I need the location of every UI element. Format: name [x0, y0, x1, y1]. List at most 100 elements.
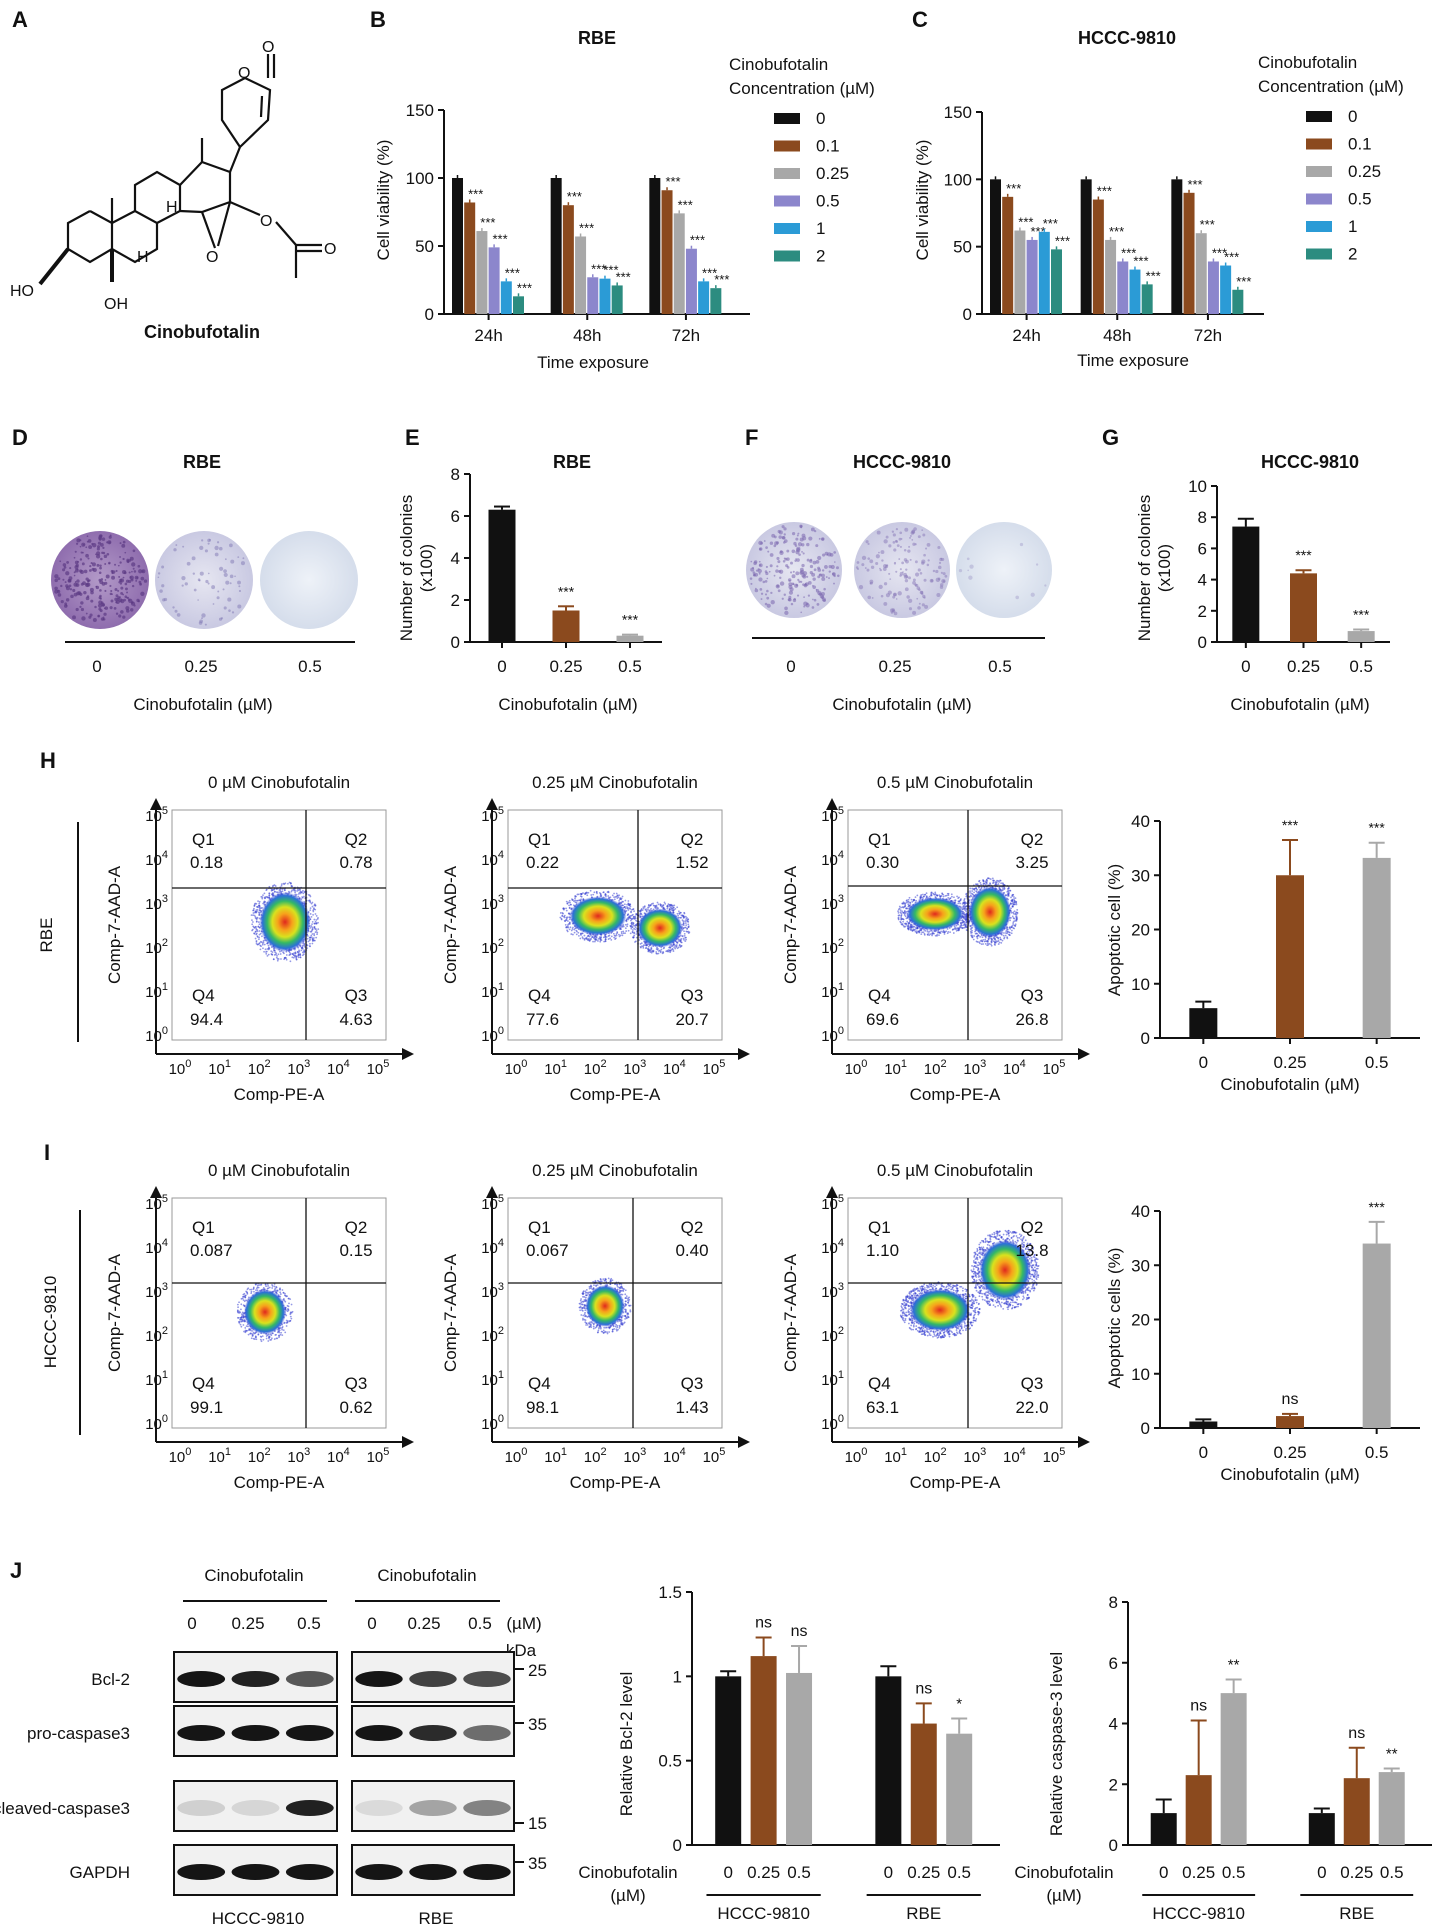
acetate-bond-2: [275, 221, 297, 246]
dotsD-colony: [92, 567, 97, 573]
dotsD-colony: [184, 582, 188, 586]
chartC-x-tick-label-2: 72h: [1194, 326, 1222, 345]
flow-h-event-2: [923, 932, 926, 935]
flow-h-event-1: [621, 934, 624, 937]
flow-h-event-0: [310, 934, 313, 937]
chartB-legend-swatch-4: [774, 223, 800, 234]
dotsD-colony: [141, 570, 144, 573]
flow-h-event-0: [282, 882, 285, 885]
dotsD-colony: [80, 601, 84, 605]
flow-h-event-2: [979, 882, 982, 884]
dotsD-colony: [157, 572, 161, 575]
dotsD-colony: [85, 612, 88, 615]
dotsF-colony: [764, 570, 768, 573]
flow-h-event-1: [686, 927, 688, 930]
dotsD-colony: [100, 557, 103, 561]
dotsF-colony: [765, 546, 768, 549]
dotsF-colony: [788, 598, 792, 602]
flow-h-event-0: [280, 883, 283, 886]
chartB-x-tick-label-2: 72h: [672, 326, 700, 345]
dotsF-colony: [875, 561, 879, 565]
dotsF-colony: [773, 544, 777, 548]
flow-h-event-1: [567, 924, 569, 926]
flow-h-event-1: [607, 890, 610, 893]
flow-h-event-1: [644, 909, 647, 911]
flow-h-event-1: [631, 929, 634, 931]
flow-h-x-tick-exp-0-4: 4: [344, 1058, 350, 1070]
flow-h-event-1: [659, 951, 662, 954]
flow-h-event-1: [566, 902, 569, 905]
flow-h-event-1: [577, 931, 580, 934]
dotsF-colony: [889, 578, 892, 580]
chartC-bar-48h-1: [1129, 269, 1141, 314]
flow-h-event-0: [309, 895, 312, 898]
flow-h-event-2: [976, 932, 979, 935]
dotsF-colony: [824, 565, 828, 569]
dotsD-colony: [86, 595, 90, 598]
dotsF-colony: [923, 578, 927, 582]
chartB-legend-label-3: 0.5: [816, 192, 840, 211]
flow-h-event-1: [613, 898, 616, 901]
dotsD-colony: [96, 547, 100, 551]
dotsD-colony: [68, 584, 72, 588]
dotsD-colony: [91, 562, 96, 567]
flow-h-event-1: [666, 904, 669, 907]
flow-h-event-0: [266, 896, 269, 899]
flow-h-event-1: [682, 937, 685, 940]
flow-h-event-1: [570, 933, 573, 935]
dotsD-colony: [102, 603, 105, 607]
dotsD-colony: [99, 564, 102, 568]
dotsF-colony: [815, 559, 820, 564]
flow-h-event-2: [947, 897, 950, 899]
dotsD-colony: [137, 564, 141, 568]
chartC-sig-48h-0.25: ***: [1109, 224, 1124, 239]
flow-h-event-1: [650, 946, 653, 949]
chartC-sig-24h-2: ***: [1055, 233, 1070, 248]
flow-h-y-tick-1-4: 104: [481, 849, 504, 869]
flow-h-event-0: [311, 926, 314, 929]
flow-h-event-1: [587, 891, 590, 894]
flow-h-event-0: [311, 905, 314, 908]
flow-h-event-1: [611, 894, 614, 897]
flow-h-event-1: [644, 947, 647, 949]
ring-a-bonds: [66, 210, 114, 264]
flow-h-event-1: [614, 896, 617, 898]
flow-h-event-2: [1000, 882, 1003, 885]
chartE-bar-0: [488, 509, 516, 642]
flow-h-event-2: [928, 930, 931, 933]
dotsF-colony: [809, 559, 813, 563]
dotsD-colony: [161, 565, 165, 569]
dotsF-colony: [944, 574, 948, 578]
dotsF-colony: [750, 582, 753, 585]
dotsD-colony: [191, 556, 196, 561]
dotsF-colony: [969, 564, 974, 569]
chartC-sig-72h-2: ***: [1236, 274, 1251, 289]
flow-h-event-0: [292, 953, 295, 956]
dotsD-colony: [133, 604, 136, 607]
flow-h-event-2: [1001, 889, 1004, 892]
chartB-sig-48h-0.1: ***: [567, 189, 582, 204]
dotsF-colony: [802, 552, 805, 555]
flow-h-event-1: [632, 923, 635, 926]
dotsF-colony: [861, 555, 867, 561]
flow-h-event-1: [595, 891, 598, 894]
flow-h-event-0: [289, 960, 292, 963]
dotsF-colony: [791, 574, 796, 579]
flow-h-event-1: [639, 915, 641, 918]
dotsF-colony: [893, 593, 897, 597]
flow-h-event-0: [316, 931, 319, 934]
dotsF-colony: [812, 585, 817, 589]
dotsF-colony: [799, 537, 804, 542]
flow-h-event-2: [936, 933, 939, 936]
chartB-legend-swatch-1: [774, 140, 800, 152]
flow-h-event-1: [588, 940, 591, 942]
flow-h-event-1: [583, 938, 586, 941]
panel-h-row-label-group: RBE: [37, 822, 79, 1042]
flow-h-event-1: [562, 912, 564, 915]
chartB-bar-48h-0.1: [562, 205, 574, 314]
chartC-legend-swatch-0: [1306, 111, 1332, 122]
flow-h-event-0: [299, 890, 302, 893]
dotsF-colony: [909, 558, 912, 561]
chartC-legend-swatch-2: [1306, 166, 1332, 177]
dotsD-colony: [197, 599, 199, 601]
